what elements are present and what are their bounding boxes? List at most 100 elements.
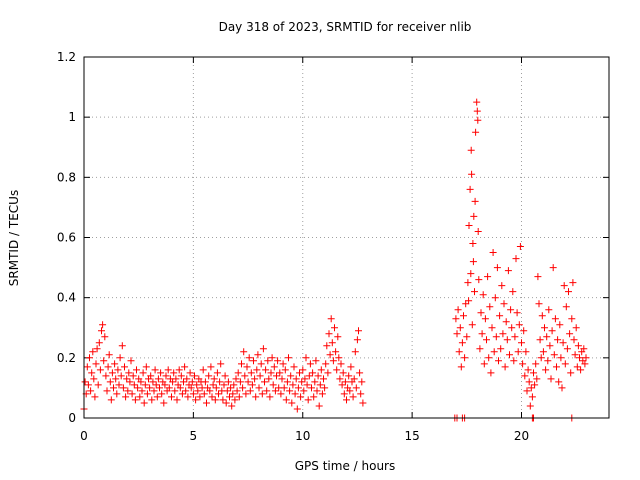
data-point	[510, 357, 518, 365]
data-point	[569, 279, 577, 287]
data-point	[263, 387, 271, 395]
data-point	[524, 366, 532, 374]
data-point	[480, 360, 488, 368]
data-point	[297, 393, 305, 401]
data-point	[274, 357, 282, 365]
data-point	[293, 405, 301, 413]
data-point	[507, 306, 515, 314]
data-point	[240, 348, 248, 356]
data-point	[192, 396, 200, 404]
data-point	[296, 369, 303, 377]
data-point	[164, 366, 172, 374]
data-point	[471, 288, 478, 296]
data-point	[478, 330, 486, 338]
data-point	[332, 348, 340, 356]
data-point	[226, 393, 233, 401]
data-point	[306, 360, 314, 368]
data-point	[264, 357, 272, 365]
data-point	[336, 375, 344, 383]
data-point	[176, 384, 184, 392]
data-point	[140, 399, 148, 407]
data-point	[209, 381, 217, 389]
data-point	[172, 375, 180, 383]
data-point	[325, 330, 333, 338]
data-point	[105, 351, 113, 359]
data-point	[128, 390, 136, 398]
x-tick-label: 15	[404, 429, 419, 443]
data-point	[161, 381, 169, 389]
data-point	[547, 375, 555, 383]
data-point	[199, 366, 207, 374]
data-point	[553, 363, 560, 371]
data-point	[126, 378, 134, 386]
data-point	[217, 360, 225, 368]
data-point	[177, 372, 185, 380]
data-point	[485, 354, 493, 362]
data-point	[92, 360, 100, 368]
data-point	[526, 402, 534, 410]
data-point	[95, 339, 103, 347]
data-point	[228, 402, 236, 410]
chart-title: Day 318 of 2023, SRMTID for receiver nli…	[219, 20, 472, 34]
data-point	[142, 363, 150, 371]
data-point	[499, 330, 507, 338]
y-tick-label: 0.2	[57, 351, 76, 365]
data-point	[290, 363, 298, 371]
data-point	[243, 363, 251, 371]
x-tick-label: 10	[295, 429, 310, 443]
data-point	[162, 372, 170, 380]
data-point	[102, 372, 110, 380]
data-point	[157, 369, 165, 377]
data-point	[187, 384, 195, 392]
data-point	[130, 381, 138, 389]
data-point	[548, 327, 556, 335]
data-point	[224, 378, 232, 386]
data-point	[340, 390, 348, 398]
data-point	[476, 345, 484, 353]
data-point	[281, 366, 289, 374]
y-tick-label: 0.4	[57, 291, 76, 305]
data-point	[454, 306, 462, 314]
data-point	[89, 348, 97, 356]
data-point	[301, 375, 309, 383]
data-point	[103, 387, 111, 395]
data-point	[538, 312, 546, 320]
data-point	[581, 360, 589, 368]
data-point	[322, 360, 330, 368]
data-point	[261, 378, 268, 386]
data-point	[573, 363, 581, 371]
data-point	[262, 366, 270, 374]
data-point	[329, 357, 337, 365]
data-point	[339, 369, 347, 377]
data-point	[87, 387, 95, 395]
data-point	[501, 363, 509, 371]
data-point	[491, 294, 499, 302]
data-point	[520, 327, 528, 335]
data-point	[96, 366, 104, 374]
x-axis-label: GPS time / hours	[295, 459, 396, 473]
data-point	[230, 381, 238, 389]
data-point	[116, 354, 124, 362]
data-point	[310, 393, 318, 401]
data-point	[258, 390, 266, 398]
data-point	[483, 336, 490, 344]
data-point	[83, 363, 91, 371]
data-point	[160, 399, 168, 407]
data-point	[252, 393, 260, 401]
data-point	[356, 369, 364, 377]
data-point	[270, 363, 278, 371]
data-point	[560, 282, 568, 290]
data-point	[515, 321, 523, 329]
data-point	[111, 360, 119, 368]
data-point	[308, 384, 315, 392]
data-point	[168, 393, 175, 401]
data-point	[566, 330, 574, 338]
data-point	[327, 315, 335, 323]
data-point	[139, 369, 147, 377]
data-point	[338, 381, 346, 389]
data-point	[555, 378, 563, 386]
data-point	[90, 375, 98, 383]
data-point	[514, 348, 522, 356]
data-point	[178, 390, 186, 398]
